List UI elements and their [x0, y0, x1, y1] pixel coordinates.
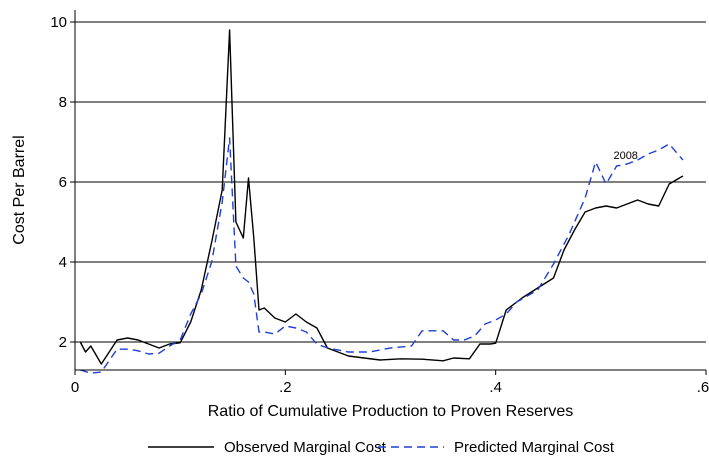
y-tick-label-2: 2 [59, 334, 67, 351]
legend: Observed Marginal Cost Predicted Marginal… [148, 439, 615, 456]
y-axis-title: Cost Per Barrel [11, 135, 28, 244]
x-tick-label-0.4: .4 [489, 379, 502, 396]
series-line-observed [79, 29, 684, 365]
y-tick-label-10: 10 [50, 14, 67, 31]
axes: 2 4 6 8 10 0 .2 .4 .6 [50, 10, 709, 396]
x-tick-label-0.6: .6 [697, 379, 709, 396]
annotation-label-0: 2008 [613, 150, 637, 162]
gridlines [75, 21, 706, 343]
legend-label-predicted: Predicted Marginal Cost [454, 439, 615, 456]
x-tick-label-0.2: .2 [279, 379, 292, 396]
legend-label-observed: Observed Marginal Cost [224, 439, 387, 456]
y-tick-label-4: 4 [59, 254, 67, 271]
y-tick-label-6: 6 [59, 174, 67, 191]
series-layer [79, 29, 684, 374]
x-axis-title: Ratio of Cumulative Production to Proven… [208, 403, 574, 420]
y-tick-label-8: 8 [59, 94, 67, 111]
annotations: 2008 [613, 150, 637, 162]
x-tick-label-0: 0 [71, 379, 79, 396]
series-line-predicted [80, 137, 684, 374]
